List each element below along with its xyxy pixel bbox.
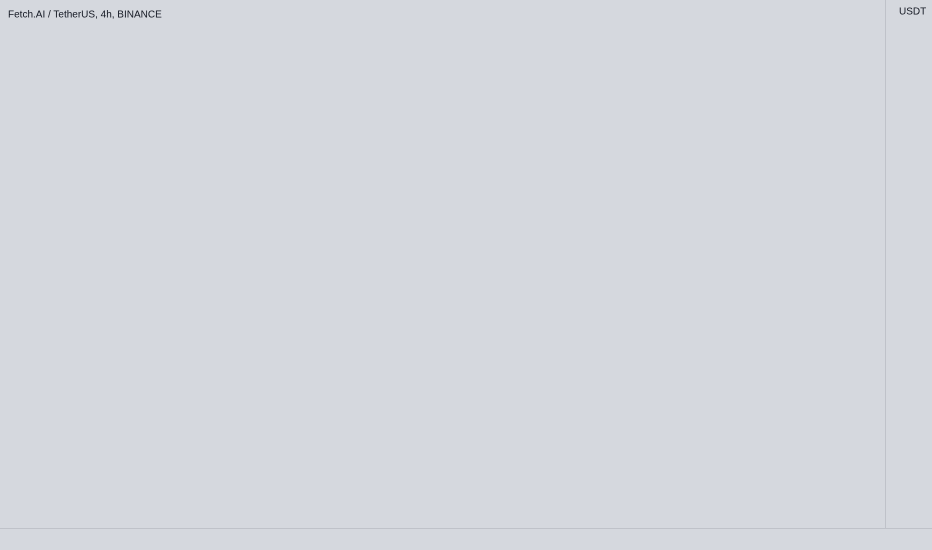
chart-title: Fetch.AI / TetherUS, 4h, BINANCE: [8, 10, 162, 21]
y-axis-label: USDT: [899, 7, 926, 18]
